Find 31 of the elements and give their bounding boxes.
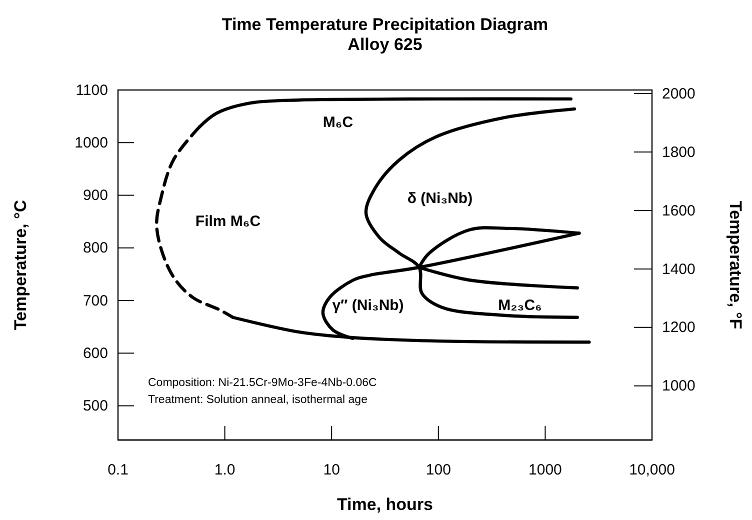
annotation: M₂₃C₆ — [498, 296, 542, 314]
y-tick-label: 900 — [82, 187, 108, 204]
y2-tick-label: 2000 — [662, 85, 696, 102]
y2-tick-label: 1200 — [662, 319, 696, 336]
x-tick-label: 100 — [426, 462, 451, 479]
y2-tick-label: 1600 — [662, 202, 696, 220]
y2-axis-title: Temperature, °F — [726, 200, 745, 330]
annotation: γ″ (Ni₃Nb) — [332, 296, 404, 314]
annotation: M₆C — [322, 114, 354, 131]
y-tick-label: 500 — [82, 398, 108, 415]
x-tick-label: 10,000 — [629, 462, 675, 479]
annotation: δ (Ni₃Nb) — [407, 190, 473, 207]
x-tick-label: 1000 — [528, 462, 562, 479]
annotation: Treatment: Solution anneal, isothermal age — [148, 394, 368, 406]
y2-tick-label: 1800 — [662, 144, 696, 161]
chart-title: Time Temperature Precipitation Diagram — [222, 15, 548, 34]
chart-subtitle: Alloy 625 — [348, 35, 422, 54]
y-tick-label: 600 — [82, 344, 108, 362]
y-tick-label: 1100 — [76, 82, 108, 99]
y-tick-label: 700 — [82, 292, 108, 310]
x-tick-label: 0.1 — [108, 462, 128, 479]
annotation: Composition: Ni-21.5Cr-9Mo-3Fe-4Nb-0.06C — [148, 377, 377, 390]
annotation: Film M₆C — [195, 212, 261, 230]
y-tick-label: 1000 — [74, 134, 108, 152]
y2-tick-label: 1000 — [662, 378, 696, 395]
y-tick-label: 800 — [82, 240, 108, 257]
y2-tick-label: 1400 — [662, 260, 696, 278]
x-axis-title: Time, hours — [336, 495, 434, 514]
y-axis-title: Temperature, °C — [11, 200, 30, 330]
x-tick-label: 10 — [323, 462, 340, 479]
x-tick-label: 1.0 — [214, 462, 236, 479]
